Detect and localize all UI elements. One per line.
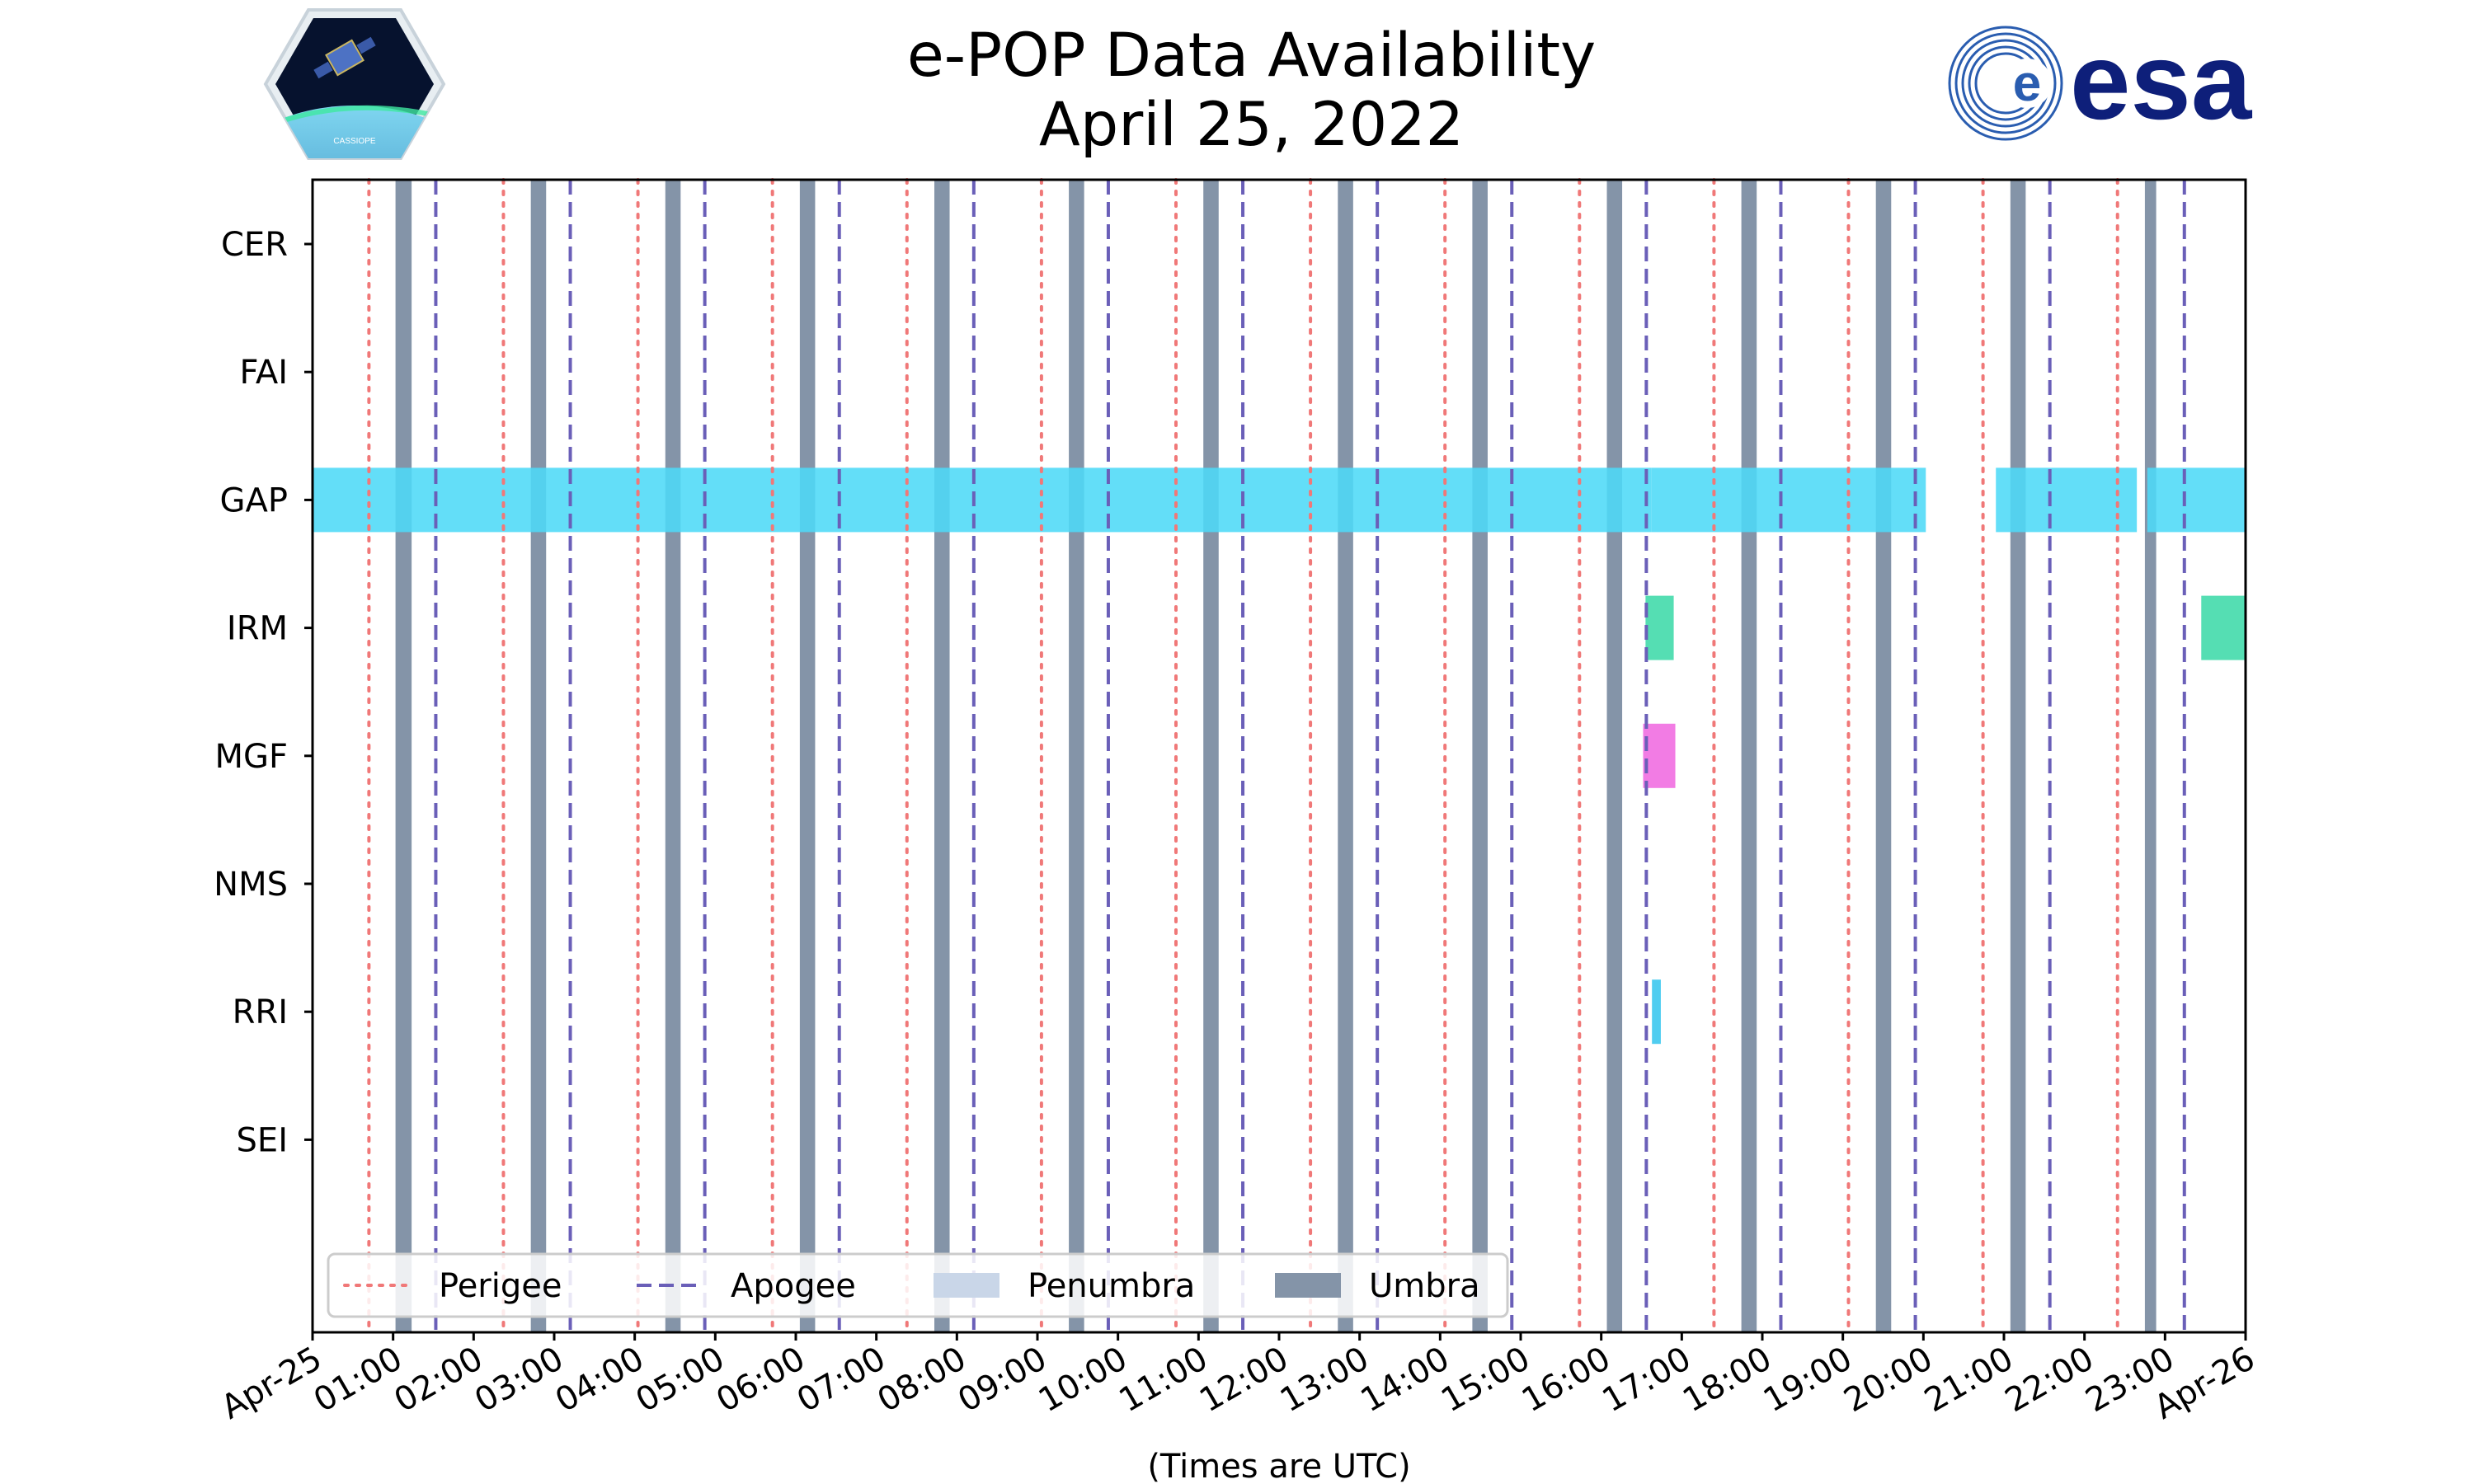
y-axis: CER FAI GAP IRM MGF NMS RRI SEI [214,226,313,1159]
esa-logo-text: esa [2070,21,2253,142]
x-tick-label: 16:00 [1516,1340,1617,1420]
data-bar-irm [2201,595,2246,660]
legend-label: Penumbra [1028,1267,1195,1305]
data-bar-irm [1645,595,1674,660]
y-tick-label: RRI [233,993,288,1031]
legend-label: Apogee [731,1267,856,1305]
x-tick-label: Apr-25 [215,1340,328,1427]
x-tick-label: 05:00 [629,1340,731,1420]
umbra-band [2144,180,2157,1332]
data-bar-gap [2147,467,2246,533]
chart-title-line-1: e-POP Data Availability [906,21,1597,91]
esa-logo-icon: e esa [1948,21,2253,142]
legend-swatch [934,1273,999,1298]
x-tick-label: 12:00 [1193,1340,1295,1420]
x-tick-label: 08:00 [871,1340,972,1420]
y-tick-label: SEI [237,1121,288,1159]
x-tick-label: 06:00 [710,1340,811,1420]
chart-title: e-POP Data Availability April 25, 2022 [0,21,2474,160]
legend-label: Perigee [439,1267,562,1305]
x-tick-label: 17:00 [1596,1340,1697,1420]
apogee-lines [434,180,2186,1332]
umbra-band [395,180,412,1332]
cassiope-logo-text: CASSIOPE [333,137,375,146]
umbra-band [934,180,950,1332]
x-tick-label: 20:00 [1837,1340,1939,1420]
umbra-band [799,180,816,1332]
perigee-lines [367,178,2119,1334]
y-tick-label: FAI [240,354,289,392]
x-tick-label: 18:00 [1677,1340,1778,1420]
x-tick-label: 10:00 [1032,1340,1134,1420]
umbra-band [665,180,681,1332]
chart-title-line-2: April 25, 2022 [1038,90,1465,160]
x-tick-label: 19:00 [1757,1340,1859,1420]
x-tick-label: 15:00 [1435,1340,1536,1420]
instrument-data-bars [313,467,2246,1045]
data-bar-gap [313,467,1652,533]
plot-frame [311,178,2247,1334]
legend-box [327,1252,1509,1318]
x-tick-label: 13:00 [1274,1340,1376,1420]
y-tick-label: NMS [214,866,288,904]
svg-text:e: e [2013,55,2041,112]
y-tick-label: MGF [214,738,288,776]
umbra-band [1203,180,1219,1332]
x-tick-label: 22:00 [1999,1340,2100,1420]
y-tick-label: IRM [227,610,288,648]
umbra-band [1741,180,1757,1332]
data-bar-rri [1652,979,1661,1045]
umbra-bands [395,180,2157,1332]
data-bar-mgf [1643,723,1676,788]
legend: Perigee Apogee Penumbra Umbra [327,1252,1509,1318]
umbra-band [1606,180,1623,1332]
umbra-band [1069,180,1084,1332]
x-tick-label: 02:00 [388,1340,489,1420]
umbra-band [2010,180,2026,1332]
x-tick-label: 07:00 [791,1340,892,1420]
x-tick-label: 03:00 [468,1340,570,1420]
data-bar-gap [1651,467,1926,533]
x-axis: Apr-2501:0002:0003:0004:0005:0006:0007:0… [215,1332,2261,1427]
umbra-band [530,180,547,1332]
x-axis-label: (Times are UTC) [1147,1448,1410,1484]
x-tick-label: 14:00 [1354,1340,1456,1420]
umbra-band [1338,180,1353,1332]
x-tick-label: 21:00 [1918,1340,2020,1420]
legend-swatch [1275,1273,1341,1298]
y-tick-label: GAP [220,481,288,519]
umbra-band [1875,180,1892,1332]
x-tick-label: 01:00 [308,1340,409,1420]
x-tick-label: 04:00 [549,1340,651,1420]
cassiope-mission-patch-icon: CASSIOPE [263,8,446,160]
y-tick-label: CER [221,226,288,264]
x-tick-label: 11:00 [1112,1340,1214,1420]
x-tick-label: 09:00 [952,1340,1053,1420]
umbra-band [1472,180,1488,1332]
legend-label: Umbra [1369,1267,1480,1305]
data-bar-gap [1996,467,2138,533]
